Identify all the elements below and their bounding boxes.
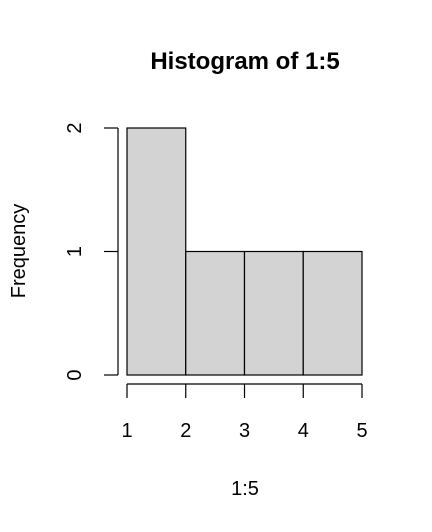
- y-axis-label: Frequency: [8, 204, 30, 299]
- x-tick-label-3: 3: [239, 420, 250, 442]
- histogram-bar-1: [126, 127, 187, 376]
- histogram-bar-4: [302, 250, 363, 376]
- y-axis: 0 1 2: [64, 122, 119, 381]
- x-tick-label-4: 4: [298, 420, 309, 442]
- x-axis: 1 2 3 4 5: [121, 383, 368, 442]
- x-tick-label-1: 1: [121, 420, 132, 442]
- y-tick-label-2: 2: [64, 122, 86, 133]
- histogram-bar-2: [185, 250, 246, 376]
- histogram-bar-3: [243, 250, 304, 376]
- x-axis-label: 1:5: [231, 478, 259, 500]
- chart-title: Histogram of 1:5: [150, 48, 339, 75]
- y-tick-label-0: 0: [64, 369, 86, 380]
- bars-group: [126, 127, 363, 376]
- y-tick-label-1: 1: [64, 246, 86, 257]
- x-tick-label-5: 5: [356, 420, 367, 442]
- x-tick-label-2: 2: [180, 420, 191, 442]
